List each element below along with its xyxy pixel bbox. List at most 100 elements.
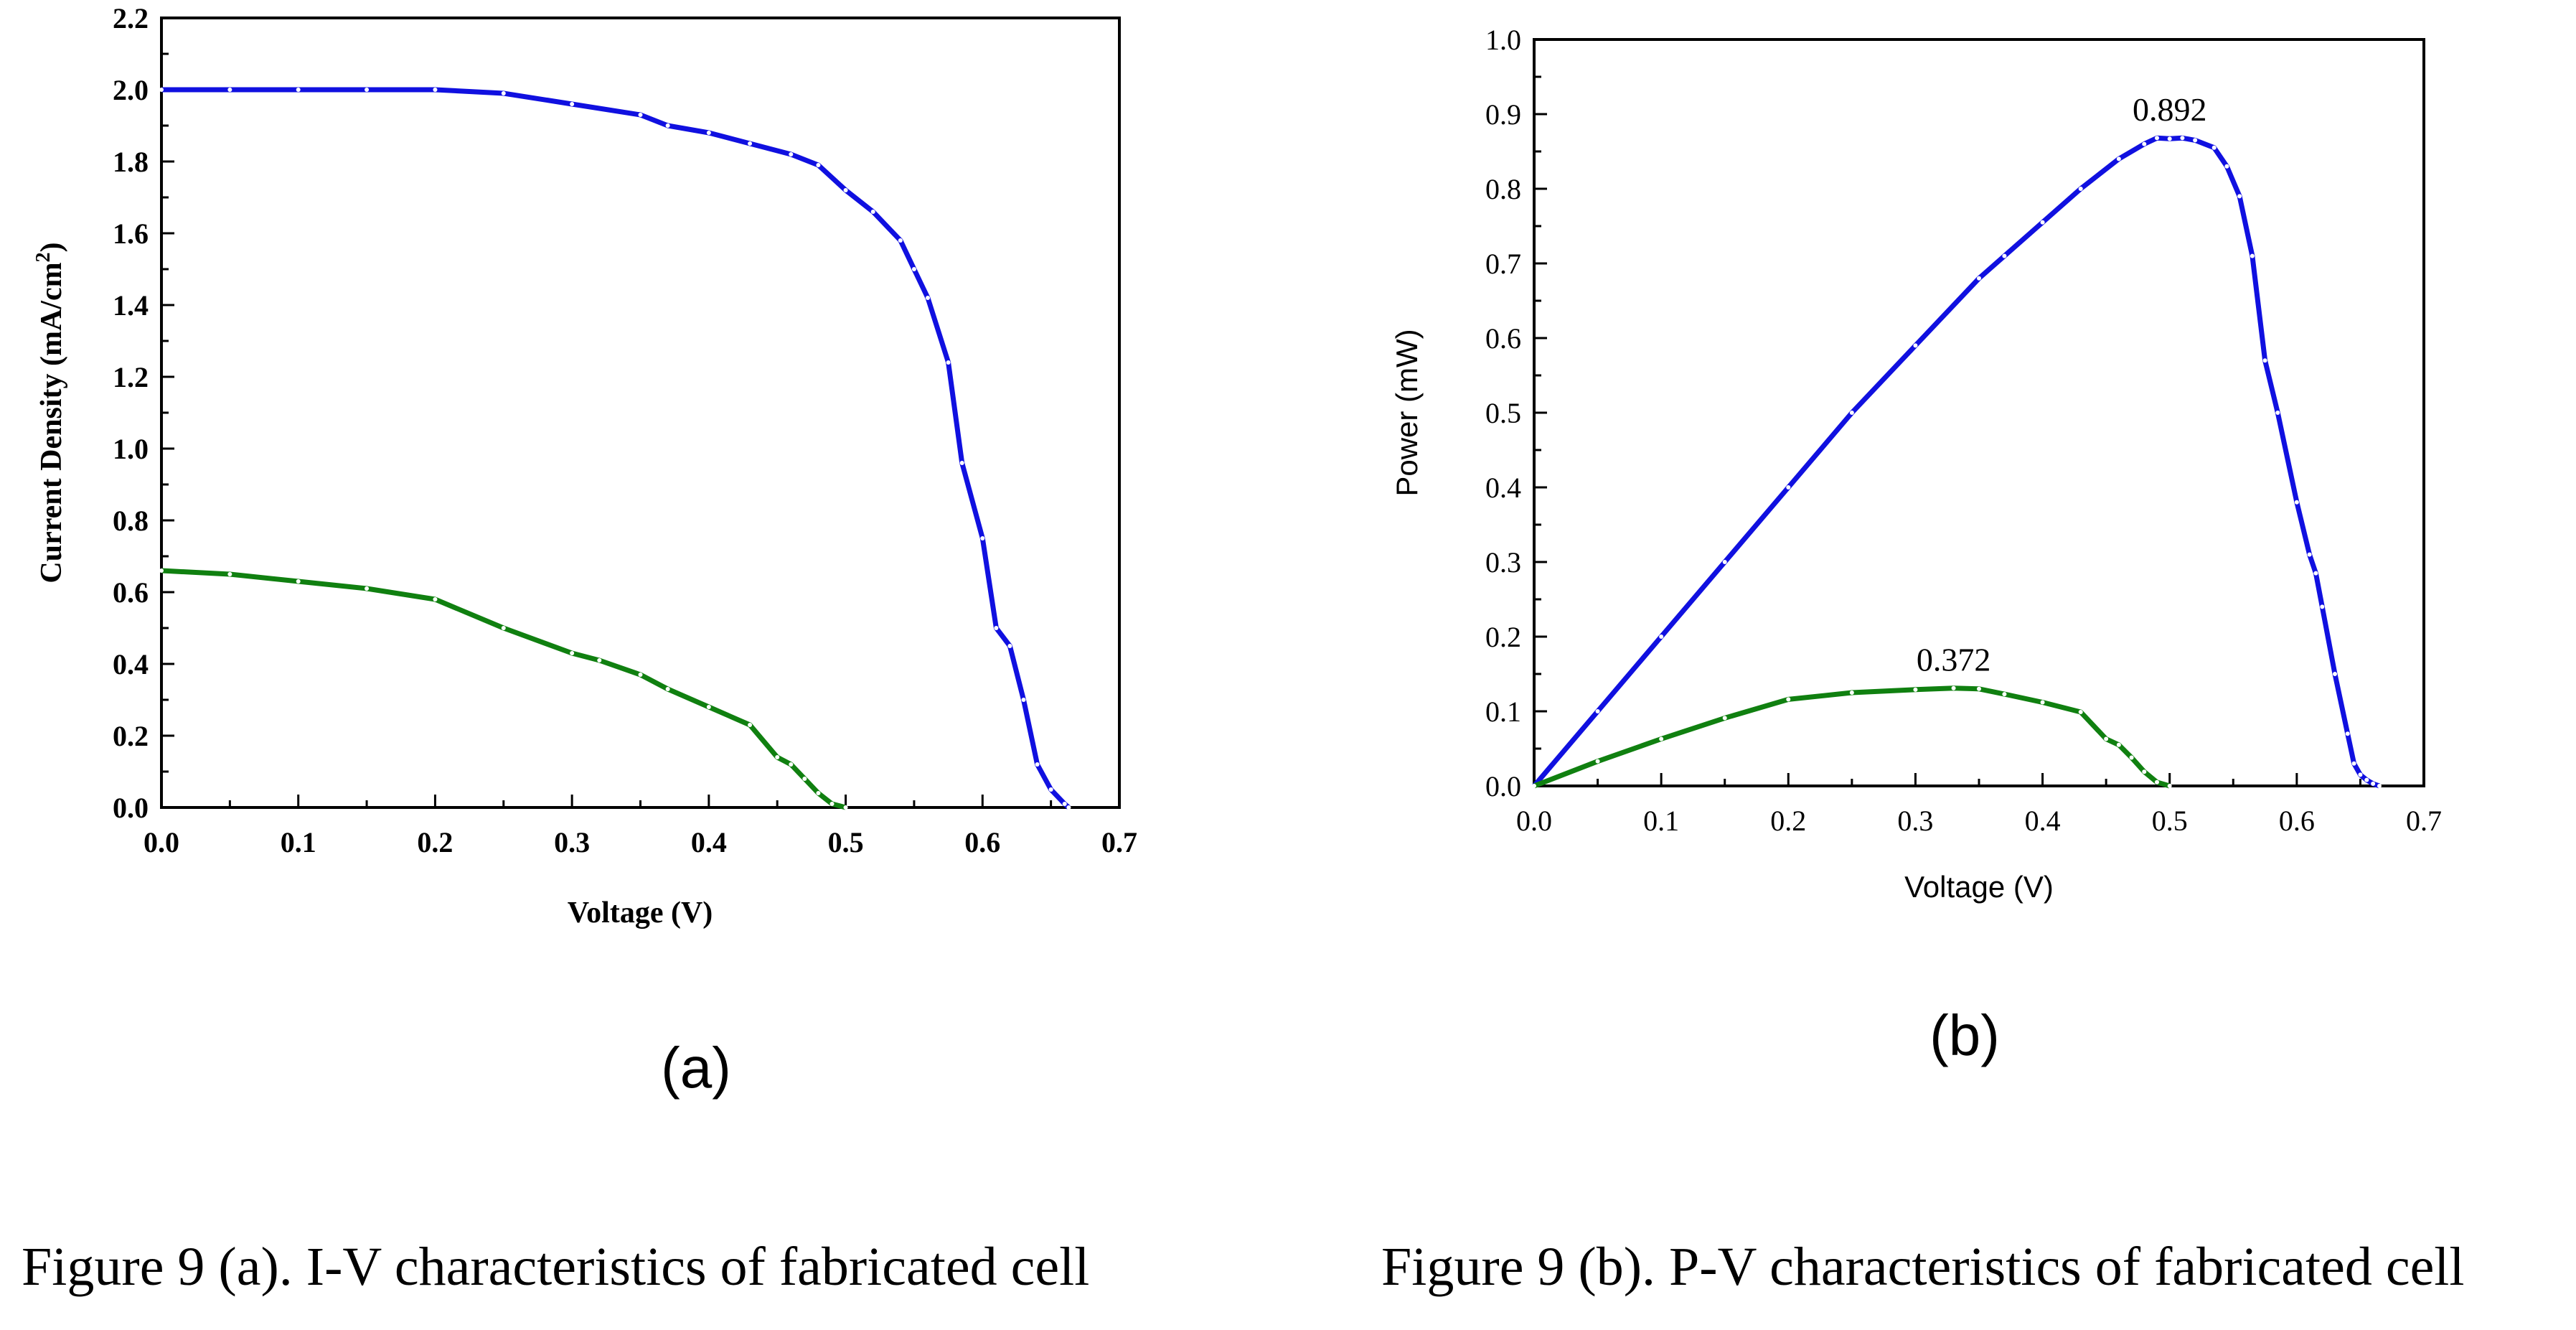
chart-b-ytick-label: 0.0	[1485, 770, 1521, 802]
chart-b-series-1-point	[2345, 731, 2350, 736]
chart-a-series-1-point	[994, 626, 999, 630]
chart-b-series-1-point	[2320, 604, 2325, 609]
chart-a-series-1-point	[227, 88, 232, 92]
chart-a-frame	[160, 17, 1121, 809]
chart-a-series-2-point	[433, 597, 438, 601]
chart-a-series-2-point	[597, 658, 602, 662]
chart-b-ticks: 0.0 0.1 0.2 0.3 0.4 0.5 0.6 0.7 0.0 0.1 0.2 0.3 0.4 0…	[1485, 24, 2442, 837]
chart-a-xtick-label: 0.7	[1101, 826, 1137, 858]
chart-b-xlabel: Voltage (V)	[1904, 870, 2054, 904]
chart-b-series-1-point	[2040, 220, 2045, 225]
chart-a-xtick-label: 0.3	[554, 826, 590, 858]
chart-b-series-2-point	[1722, 716, 1727, 721]
chart-b-series-1-point	[2180, 136, 2185, 141]
chart-a-series-1-point	[816, 163, 821, 167]
chart-a-series	[159, 87, 1071, 810]
chart-b-series-2-point	[2155, 779, 2159, 785]
chart-a: 0.0 0.1 0.2 0.3 0.4 0.5 0.6 0.7 0.0 0.2 0.4 0.6 0.8 1…	[22, 2, 1137, 1297]
chart-a-ylabel: Current Density (mA/cm2)	[32, 242, 68, 583]
chart-a-ytick-label: 0.0	[113, 792, 149, 824]
chart-a-series-1-point	[980, 536, 985, 540]
chart-b-caption: Figure 9 (b). P-V characteristics of fab…	[1381, 1237, 2465, 1297]
chart-a-series-1-point	[665, 123, 670, 128]
chart-a-series-2-point	[843, 805, 848, 810]
chart-a-series-1-point	[1048, 787, 1053, 792]
chart-a-series-1-point	[748, 141, 753, 146]
chart-b-series-1-point	[2351, 761, 2356, 766]
chart-a-xtick-label: 0.4	[691, 826, 727, 858]
chart-a-ytick-label: 0.8	[113, 505, 149, 537]
chart-a-ytick-label: 2.0	[113, 74, 149, 106]
chart-a-series-2-point	[365, 586, 370, 591]
chart-a-series-1-point	[706, 131, 711, 135]
chart-b-xtick-label: 0.5	[2152, 805, 2188, 837]
chart-b-ytick-label: 0.6	[1485, 322, 1521, 355]
chart-a-ytick-label: 1.2	[113, 361, 149, 393]
chart-b-series-1-point	[2142, 141, 2147, 146]
chart-a-series-line-2	[161, 568, 847, 810]
chart-b-xtick-label: 0.7	[2406, 805, 2442, 837]
chart-a-ytick-label: 0.6	[113, 576, 149, 609]
chart-b-series-2-point	[1595, 759, 1600, 764]
chart-b-series-1-point	[2002, 253, 2007, 258]
chart-b-series-line-2	[1533, 685, 2171, 789]
chart-b-series-1-point	[1849, 411, 1854, 415]
chart-b-ytick-label: 1.0	[1485, 24, 1521, 56]
chart-b-series-2-point	[2078, 710, 2083, 715]
chart-a-series-2-point	[296, 579, 301, 584]
chart-b-series-1-point	[2313, 571, 2318, 576]
chart-b-series-1-point	[2307, 552, 2312, 557]
chart-b-xtick-label: 0.4	[2025, 805, 2061, 837]
chart-b-ytick-label: 0.3	[1485, 546, 1521, 579]
chart-b-series-2-point	[2167, 784, 2172, 788]
chart-b-series-1-point	[1977, 276, 1981, 281]
chart-a-series-1-point	[1021, 698, 1026, 702]
chart-b-series-2-point	[1951, 685, 1956, 690]
chart-b: 0.0 0.1 0.2 0.3 0.4 0.5 0.6 0.7 0.0 0.1 0.2 0.3 0.4 0…	[1381, 24, 2465, 1297]
chart-b-series-2-point	[2104, 736, 2109, 741]
chart-b-annotations: 0.892 0.372	[1917, 91, 2207, 678]
chart-a-series-1-point	[570, 102, 575, 106]
chart-b-series-1-point	[1659, 634, 1664, 639]
chart-a-series-1-point	[898, 238, 903, 243]
chart-b-ytick-label: 0.4	[1485, 472, 1521, 504]
chart-b-series	[1532, 135, 2382, 789]
chart-a-series-2-point	[816, 791, 821, 795]
chart-a-ticks: 0.0 0.1 0.2 0.3 0.4 0.5 0.6 0.7 0.0 0.2 0.4 0.6 0.8 1…	[113, 2, 1137, 858]
chart-a-series-1-point	[159, 88, 164, 92]
chart-a-panel-label: (a)	[661, 1036, 731, 1100]
chart-b-series-2-point	[1913, 687, 1918, 692]
chart-a-series-1-point	[843, 188, 848, 192]
chart-b-ytick-label: 0.5	[1485, 397, 1521, 429]
chart-a-series-1-point	[433, 88, 438, 92]
chart-a-series-1-point	[926, 296, 930, 300]
chart-b-series-2-point	[2040, 700, 2045, 705]
chart-b-ytick-label: 0.2	[1485, 621, 1521, 653]
chart-b-ytick-label: 0.1	[1485, 696, 1521, 728]
chart-b-series-line-1	[1532, 135, 2381, 789]
chart-a-series-2-point	[802, 777, 807, 781]
chart-a-series-2-point	[829, 802, 835, 806]
chart-b-series-1-point	[2167, 136, 2172, 141]
chart-b-annotation: 0.372	[1917, 642, 1991, 678]
chart-a-series-1-point	[501, 91, 506, 95]
chart-b-series-1-point	[2294, 500, 2299, 505]
chart-a-ytick-label: 0.4	[113, 648, 149, 680]
chart-a-ytick-label: 1.8	[113, 146, 149, 178]
chart-b-annotation: 0.892	[2133, 91, 2207, 128]
chart-a-series-2-point	[775, 755, 780, 759]
chart-b-ytick-label: 0.9	[1485, 98, 1521, 131]
chart-b-series-1-point	[2224, 164, 2229, 169]
chart-a-series-2-point	[789, 762, 794, 767]
chart-a-xtick-label: 0.2	[417, 826, 453, 858]
chart-b-series-1-point	[2371, 781, 2376, 786]
chart-b-series-1-point	[2155, 136, 2159, 141]
chart-b-series-1-point	[2078, 187, 2083, 191]
chart-a-series-1-point	[365, 88, 370, 92]
chart-b-xtick-label: 0.0	[1516, 805, 1552, 837]
chart-b-series-2-point	[1532, 784, 1536, 788]
chart-b-series-1-point	[1722, 560, 1727, 564]
chart-a-ytick-label: 1.6	[113, 217, 149, 250]
chart-a-series-2-point	[570, 651, 575, 655]
chart-a-series-2-point	[501, 626, 506, 630]
